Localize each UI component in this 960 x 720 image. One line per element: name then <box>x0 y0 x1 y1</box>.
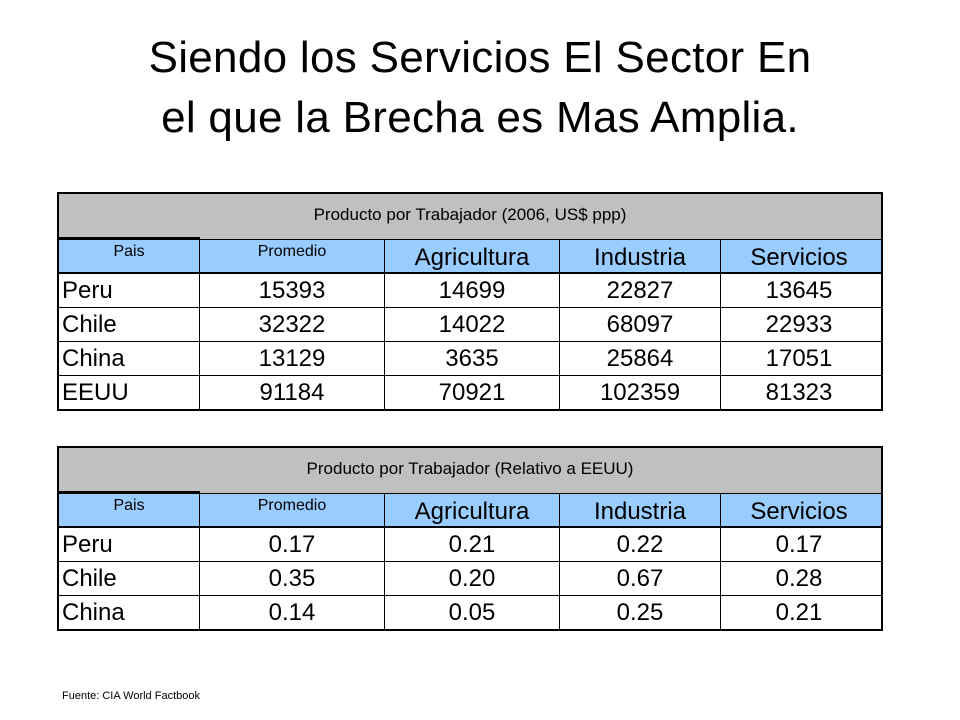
cell-servicios: 17051 <box>765 344 833 372</box>
table-title: Producto por Trabajador (Relativo a EEUU… <box>59 448 881 494</box>
header-pais: Pais <box>59 491 200 526</box>
table-absolute-productivity: Producto por Trabajador (2006, US$ ppp) … <box>57 192 883 411</box>
cell-country: Peru <box>59 528 200 561</box>
header-agricultura: Agricultura <box>385 494 560 526</box>
header-servicios: Servicios <box>750 244 848 271</box>
cell-servicios: 81323 <box>765 378 833 406</box>
cell-servicios: 0.28 <box>775 564 823 592</box>
table-row: Peru 0.17 0.21 0.22 0.17 <box>59 528 881 562</box>
slide-title-line-1: Siendo los Servicios El Sector En <box>148 33 812 82</box>
table-title: Producto por Trabajador (2006, US$ ppp) <box>59 194 881 240</box>
source-note: Fuente: CIA World Factbook <box>62 690 200 702</box>
cell-country: Peru <box>59 274 200 307</box>
cell-promedio: 0.35 <box>200 562 385 595</box>
cell-servicios: 13645 <box>765 276 833 304</box>
header-promedio: Promedio <box>200 240 385 272</box>
table-row: EEUU 91184 70921 102359 81323 <box>59 376 881 409</box>
cell-industria: 0.25 <box>560 596 721 629</box>
header-industria: Industria <box>560 240 721 272</box>
header-industria: Industria <box>560 494 721 526</box>
cell-country: China <box>59 342 200 375</box>
cell-servicios: 22933 <box>765 310 833 338</box>
table-header-row: Pais Promedio Agricultura Industria Serv… <box>59 237 881 274</box>
table-row: Chile 32322 14022 68097 22933 <box>59 308 881 342</box>
cell-promedio: 0.14 <box>200 596 385 629</box>
header-agricultura: Agricultura <box>385 240 560 272</box>
cell-country: China <box>59 596 200 629</box>
header-pais: Pais <box>59 237 200 272</box>
cell-country: EEUU <box>59 376 200 409</box>
cell-servicios: 0.17 <box>775 530 823 558</box>
cell-promedio: 91184 <box>200 376 385 409</box>
table-row: Chile 0.35 0.20 0.67 0.28 <box>59 562 881 596</box>
cell-country: Chile <box>59 308 200 341</box>
table-header-row: Pais Promedio Agricultura Industria Serv… <box>59 491 881 528</box>
cell-industria: 0.67 <box>560 562 721 595</box>
cell-agricultura: 0.05 <box>385 596 560 629</box>
cell-promedio: 0.17 <box>200 528 385 561</box>
header-servicios: Servicios <box>750 498 848 525</box>
cell-agricultura: 0.21 <box>385 528 560 561</box>
cell-promedio: 13129 <box>200 342 385 375</box>
table-row: China 13129 3635 25864 17051 <box>59 342 881 376</box>
cell-promedio: 15393 <box>200 274 385 307</box>
table-relative-productivity: Producto por Trabajador (Relativo a EEUU… <box>57 446 883 631</box>
cell-agricultura: 14699 <box>385 274 560 307</box>
cell-agricultura: 70921 <box>385 376 560 409</box>
cell-industria: 25864 <box>560 342 721 375</box>
header-promedio: Promedio <box>200 494 385 526</box>
cell-servicios: 0.21 <box>775 598 823 626</box>
cell-industria: 68097 <box>560 308 721 341</box>
cell-industria: 102359 <box>560 376 721 409</box>
cell-industria: 0.22 <box>560 528 721 561</box>
table-row: China 0.14 0.05 0.25 0.21 <box>59 596 881 629</box>
slide-title: Siendo los Servicios El Sector En el que… <box>40 28 920 148</box>
table-row: Peru 15393 14699 22827 13645 <box>59 274 881 308</box>
cell-industria: 22827 <box>560 274 721 307</box>
cell-promedio: 32322 <box>200 308 385 341</box>
cell-agricultura: 3635 <box>385 342 560 375</box>
cell-agricultura: 14022 <box>385 308 560 341</box>
cell-country: Chile <box>59 562 200 595</box>
cell-agricultura: 0.20 <box>385 562 560 595</box>
slide-title-line-2: el que la Brecha es Mas Amplia. <box>161 93 799 142</box>
